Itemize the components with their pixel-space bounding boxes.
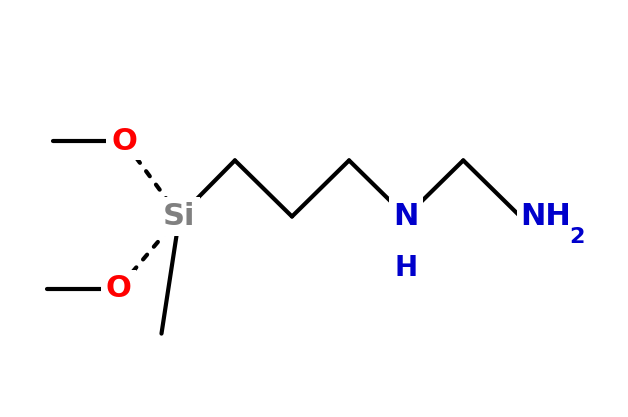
Text: 2: 2 (569, 227, 585, 247)
Text: H: H (394, 254, 418, 282)
Text: O: O (106, 274, 131, 303)
Text: NH: NH (521, 202, 571, 231)
Text: Si: Si (163, 202, 196, 231)
Text: N: N (394, 202, 419, 231)
Text: O: O (111, 127, 137, 156)
